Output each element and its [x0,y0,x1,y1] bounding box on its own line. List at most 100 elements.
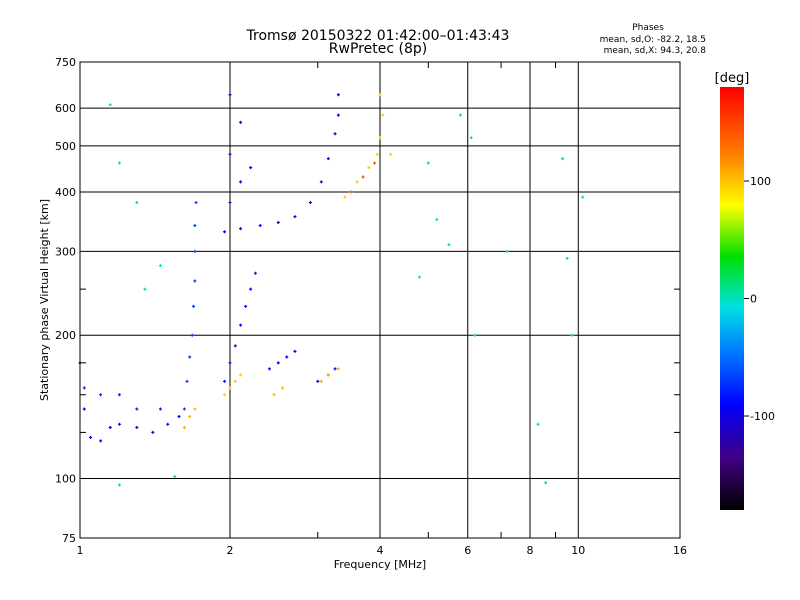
data-point [389,152,393,156]
y-tick-label: 750 [55,56,76,69]
data-point [108,103,112,107]
data-point [469,136,473,140]
data-point [570,333,574,337]
data-point [233,379,237,383]
data-point [561,157,565,161]
data-point [473,333,477,337]
data-point [308,201,312,205]
data-point [581,195,585,199]
data-point [108,425,112,429]
data-point [135,201,139,205]
colorbar-tick-label: 100 [750,175,771,188]
data-point [435,218,439,222]
data-point [373,161,377,165]
x-tick-label: 4 [377,544,384,557]
data-point [272,393,276,397]
data-point [293,215,297,219]
data-point [336,113,340,117]
y-tick-label: 300 [55,245,76,258]
data-point [193,224,197,228]
phase-stats-x: mean, sd,X: 94.3, 20.8 [604,46,707,56]
x-axis-label: Frequency [MHz] [334,558,426,571]
data-point [99,393,103,397]
x-tick-label: 16 [673,544,687,557]
points-layer [78,93,585,487]
data-point [505,249,509,253]
x-tick-label: 8 [527,544,534,557]
data-point [135,425,139,429]
data-point [326,373,330,377]
data-point [228,93,232,97]
data-point [193,407,197,411]
grid-layer [80,62,680,538]
data-point [239,227,243,231]
data-point [258,224,262,228]
data-point [336,367,340,371]
data-point [367,166,371,170]
data-point [239,373,243,377]
data-point [249,287,253,291]
x-tick-label: 10 [571,544,585,557]
colorbar-label: [deg] [715,71,750,86]
data-point [166,422,170,426]
data-point [151,430,155,434]
colorbar [720,87,744,510]
data-point [89,435,93,439]
data-point [117,393,121,397]
data-point [244,304,248,308]
data-point [188,355,192,359]
data-point [188,414,192,418]
data-point [192,304,196,308]
data-point [361,175,365,179]
data-point [426,161,430,165]
data-point [135,407,139,411]
data-point [117,422,121,426]
y-axis-label: Stationary phase Virtual Height [km] [38,199,51,401]
data-point [239,323,243,327]
colorbar-ticks: 100 0 -100 [744,175,775,423]
data-point [177,414,181,418]
data-point [223,230,227,234]
data-point [319,180,323,184]
data-point [544,481,548,485]
data-point [336,93,340,97]
data-point [173,474,177,478]
x-tick-label: 2 [227,544,234,557]
data-point [381,113,385,117]
data-point [326,157,330,161]
data-point [536,422,540,426]
data-point [349,190,353,194]
data-point [375,152,379,156]
data-point [228,152,232,156]
colorbar-tick-label: 0 [750,293,757,306]
data-point [458,113,462,117]
data-point [117,483,121,487]
y-tick-label: 200 [55,329,76,342]
y-tick-label: 100 [55,473,76,486]
data-point [228,201,232,205]
data-point [378,136,382,140]
data-point [239,180,243,184]
data-point [343,195,347,199]
data-point [193,279,197,283]
data-point [267,367,271,371]
data-point [193,249,197,253]
axes-layer: 1 2 4 6 8 10 16 75 100 200 300 400 500 600 750 [55,56,687,557]
data-point [293,349,297,353]
data-point [82,386,86,390]
data-point [194,201,198,205]
data-point [447,243,451,247]
data-point [182,407,186,411]
x-tick-label: 1 [77,544,84,557]
data-point [281,386,285,390]
y-tick-label: 400 [55,186,76,199]
data-point [190,333,194,337]
colorbar-tick-label: -100 [750,410,775,423]
data-point [239,120,243,124]
data-point [355,180,359,184]
data-point [417,275,421,279]
chart-subtitle: RwPretec (8p) [329,41,427,57]
data-point [158,407,162,411]
